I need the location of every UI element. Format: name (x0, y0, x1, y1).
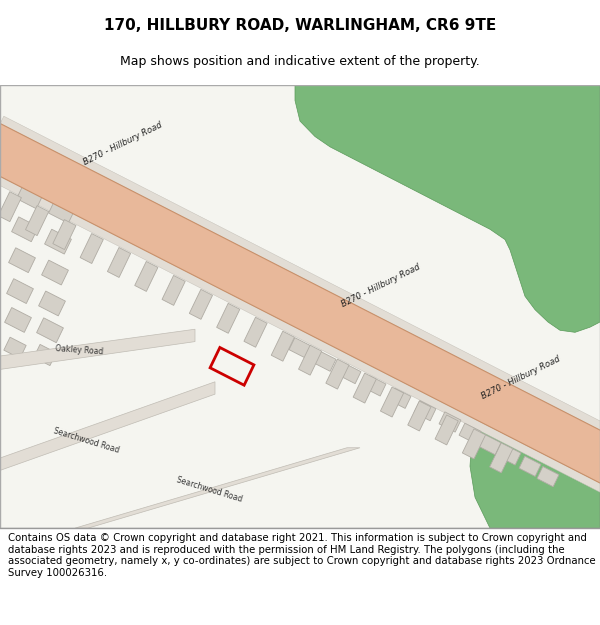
Polygon shape (244, 318, 267, 348)
Polygon shape (37, 318, 64, 342)
Polygon shape (537, 466, 559, 487)
Polygon shape (470, 379, 600, 528)
Text: B270 - Hillbury Road: B270 - Hillbury Road (340, 262, 422, 309)
Polygon shape (217, 303, 240, 333)
Text: B270 - Hillbury Road: B270 - Hillbury Road (480, 355, 562, 401)
Polygon shape (49, 198, 76, 223)
Text: B270 - Hillbury Road: B270 - Hillbury Road (82, 121, 164, 168)
Polygon shape (34, 344, 56, 366)
Polygon shape (5, 308, 31, 332)
Polygon shape (44, 229, 71, 254)
Polygon shape (38, 291, 65, 316)
Polygon shape (7, 279, 34, 304)
Polygon shape (295, 85, 600, 332)
Polygon shape (190, 289, 212, 319)
Polygon shape (479, 434, 501, 455)
Polygon shape (135, 261, 158, 291)
Polygon shape (339, 363, 361, 384)
Text: Searchwood Road: Searchwood Road (175, 476, 243, 504)
Polygon shape (26, 206, 49, 236)
Polygon shape (0, 85, 600, 528)
Polygon shape (11, 217, 38, 242)
Text: Oakley Road: Oakley Road (55, 344, 104, 356)
Polygon shape (17, 184, 43, 209)
Polygon shape (408, 401, 431, 431)
Polygon shape (4, 338, 26, 358)
Polygon shape (289, 338, 311, 358)
Polygon shape (53, 219, 76, 249)
Polygon shape (0, 329, 195, 369)
Polygon shape (0, 124, 600, 486)
Polygon shape (271, 331, 295, 361)
Polygon shape (463, 429, 485, 459)
Polygon shape (435, 415, 458, 445)
Polygon shape (389, 388, 411, 408)
Text: Searchwood Road: Searchwood Road (52, 426, 120, 455)
Polygon shape (519, 456, 541, 476)
Polygon shape (414, 401, 436, 421)
Polygon shape (80, 234, 103, 264)
Polygon shape (364, 376, 386, 396)
Polygon shape (490, 443, 513, 473)
Polygon shape (8, 248, 35, 272)
Polygon shape (75, 448, 360, 528)
Polygon shape (107, 248, 131, 278)
Polygon shape (299, 345, 322, 375)
Polygon shape (41, 260, 68, 285)
Text: 170, HILLBURY ROAD, WARLINGHAM, CR6 9TE: 170, HILLBURY ROAD, WARLINGHAM, CR6 9TE (104, 18, 496, 33)
Polygon shape (459, 423, 481, 444)
Polygon shape (162, 276, 185, 306)
Polygon shape (439, 412, 461, 432)
Polygon shape (499, 445, 521, 465)
Polygon shape (0, 192, 22, 222)
Text: Map shows position and indicative extent of the property.: Map shows position and indicative extent… (120, 55, 480, 68)
Text: Contains OS data © Crown copyright and database right 2021. This information is : Contains OS data © Crown copyright and d… (8, 533, 595, 578)
Polygon shape (326, 359, 349, 389)
Polygon shape (353, 373, 376, 403)
Polygon shape (0, 116, 600, 443)
Polygon shape (0, 382, 215, 471)
Polygon shape (314, 351, 336, 371)
Polygon shape (0, 166, 600, 493)
Polygon shape (380, 387, 404, 417)
